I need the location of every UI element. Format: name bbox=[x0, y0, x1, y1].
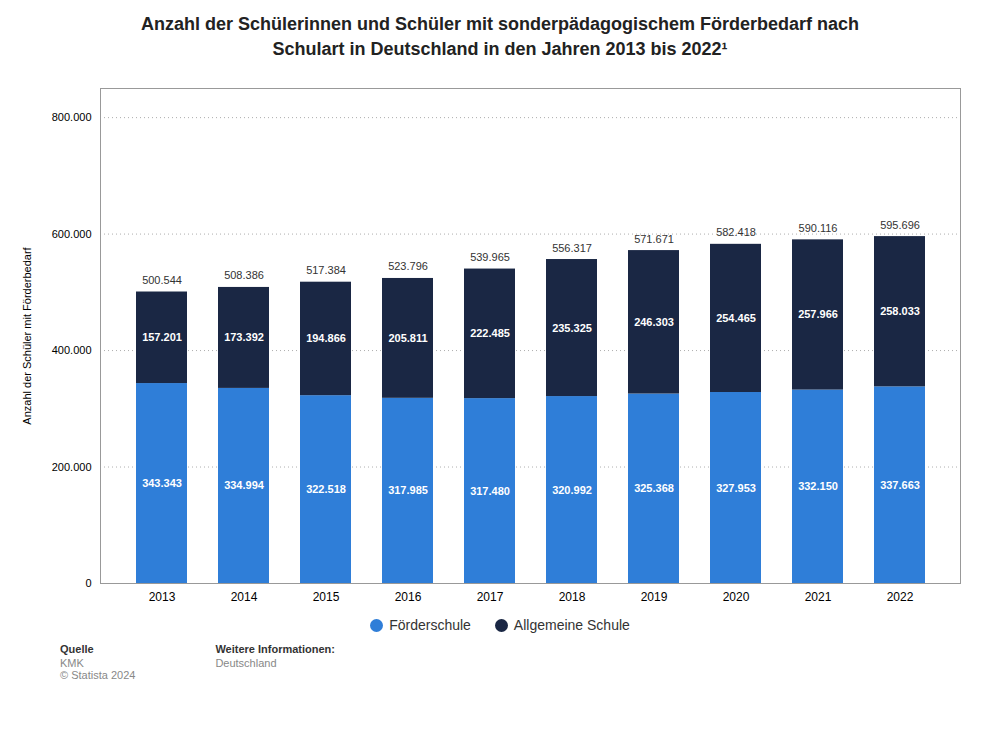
svg-text:400.000: 400.000 bbox=[52, 344, 92, 356]
svg-text:327.953: 327.953 bbox=[716, 482, 756, 494]
svg-text:600.000: 600.000 bbox=[52, 228, 92, 240]
svg-text:2022: 2022 bbox=[887, 590, 914, 604]
svg-text:235.325: 235.325 bbox=[552, 322, 592, 334]
svg-text:2015: 2015 bbox=[313, 590, 340, 604]
svg-text:320.992: 320.992 bbox=[552, 484, 592, 496]
svg-text:325.368: 325.368 bbox=[634, 483, 674, 495]
html-text:KMK: KMK bbox=[60, 657, 84, 670]
svg-text:317.480: 317.480 bbox=[470, 485, 510, 497]
svg-text:556.317: 556.317 bbox=[552, 242, 592, 254]
svg-text:258.033: 258.033 bbox=[880, 306, 920, 318]
svg-text:0: 0 bbox=[85, 577, 91, 589]
svg-text:595.696: 595.696 bbox=[880, 219, 920, 231]
svg-text:508.386: 508.386 bbox=[224, 270, 264, 282]
html-text:Förderschule: Förderschule bbox=[389, 617, 471, 634]
svg-text:582.418: 582.418 bbox=[716, 227, 756, 239]
svg-text:343.343: 343.343 bbox=[142, 477, 182, 489]
svg-text:332.150: 332.150 bbox=[798, 481, 838, 493]
svg-text:194.866: 194.866 bbox=[306, 333, 346, 345]
svg-text:539.965: 539.965 bbox=[470, 251, 510, 263]
svg-text:2020: 2020 bbox=[723, 590, 750, 604]
svg-text:2013: 2013 bbox=[149, 590, 176, 604]
html-text:Allgemeine Schule: Allgemeine Schule bbox=[513, 617, 630, 634]
svg-text:523.796: 523.796 bbox=[388, 261, 428, 273]
svg-text:2021: 2021 bbox=[805, 590, 832, 604]
svg-text:257.966: 257.966 bbox=[798, 309, 838, 321]
html-text:Anzahl der Schülerinnen und Sc: Anzahl der Schülerinnen und Schüler mit … bbox=[140, 14, 860, 60]
html-text:© Statista 2024: © Statista 2024 bbox=[60, 669, 136, 682]
svg-text:246.303: 246.303 bbox=[634, 316, 674, 328]
svg-text:517.384: 517.384 bbox=[306, 265, 346, 277]
svg-text:254.465: 254.465 bbox=[716, 312, 756, 324]
svg-text:173.392: 173.392 bbox=[224, 332, 264, 344]
svg-text:Anzahl der Schüler mit Förderb: Anzahl der Schüler mit Förderbedarf bbox=[21, 247, 33, 425]
svg-text:590.116: 590.116 bbox=[799, 222, 838, 234]
svg-text:334.994: 334.994 bbox=[224, 480, 265, 492]
svg-text:2018: 2018 bbox=[559, 590, 586, 604]
svg-text:571.671: 571.671 bbox=[634, 233, 674, 245]
svg-text:2017: 2017 bbox=[477, 590, 504, 604]
html-text:Quelle: Quelle bbox=[60, 643, 94, 656]
svg-text:205.811: 205.811 bbox=[388, 332, 427, 344]
svg-text:322.518: 322.518 bbox=[306, 483, 346, 495]
svg-text:2016: 2016 bbox=[395, 590, 422, 604]
svg-text:222.485: 222.485 bbox=[470, 328, 510, 340]
html-text:Weitere Informationen:: Weitere Informationen: bbox=[215, 643, 335, 656]
svg-text:2014: 2014 bbox=[231, 590, 258, 604]
svg-text:800.000: 800.000 bbox=[52, 112, 92, 124]
html-text:Deutschland: Deutschland bbox=[215, 657, 277, 670]
svg-text:317.985: 317.985 bbox=[388, 485, 428, 497]
svg-text:500.544: 500.544 bbox=[142, 274, 182, 286]
svg-text:200.000: 200.000 bbox=[52, 461, 92, 473]
svg-text:2019: 2019 bbox=[641, 590, 668, 604]
svg-text:337.663: 337.663 bbox=[880, 479, 920, 491]
svg-text:157.201: 157.201 bbox=[142, 332, 182, 344]
